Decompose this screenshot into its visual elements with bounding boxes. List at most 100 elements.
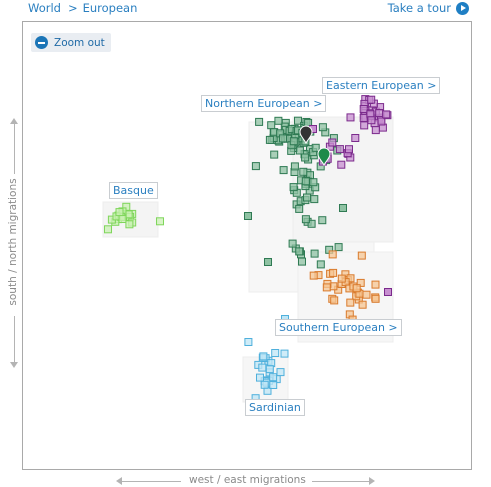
take-a-tour-button[interactable]: Take a tour <box>388 1 469 15</box>
data-point-eastern-european[interactable] <box>359 113 368 122</box>
data-point-sardinian[interactable] <box>260 380 269 389</box>
data-point-northern-european[interactable] <box>279 134 287 143</box>
data-point-eastern-european[interactable] <box>367 116 376 125</box>
data-point-sardinian[interactable] <box>265 365 274 374</box>
data-point-northern-european[interactable] <box>301 215 310 224</box>
data-point-southern-european[interactable] <box>371 280 380 289</box>
data-point-northern-european[interactable] <box>301 177 310 186</box>
data-point-basque[interactable] <box>104 225 112 234</box>
data-point-eastern-european[interactable] <box>345 145 353 154</box>
y-axis-arrow-up-icon <box>10 118 18 124</box>
data-point-basque[interactable] <box>125 220 134 229</box>
data-point-eastern-european[interactable] <box>371 126 380 135</box>
data-point-southern-european[interactable] <box>322 283 331 292</box>
data-point-northern-european[interactable] <box>311 143 320 152</box>
data-point-sardinian[interactable] <box>269 381 278 389</box>
data-point-eastern-european[interactable] <box>351 134 360 142</box>
data-point-northern-european[interactable] <box>289 183 298 192</box>
data-point-eastern-european[interactable] <box>375 109 384 117</box>
data-point-outlier[interactable] <box>384 288 392 296</box>
y-axis-arrow-up-line <box>14 122 15 174</box>
data-point-outlier[interactable] <box>244 212 252 220</box>
data-point-southern-european[interactable] <box>357 251 366 260</box>
data-point-northern-european[interactable] <box>318 216 327 225</box>
breadcrumb-world-link[interactable]: World <box>28 1 61 15</box>
data-point-sardinian[interactable] <box>259 352 268 361</box>
data-point-southern-european[interactable] <box>329 268 338 277</box>
user-marker-green-icon[interactable] <box>317 147 331 167</box>
data-point-sardinian[interactable] <box>256 373 264 382</box>
data-point-northern-european[interactable] <box>295 204 304 213</box>
data-point-southern-european[interactable] <box>362 290 371 299</box>
data-point-southern-european[interactable] <box>346 298 355 307</box>
data-point-outlier[interactable] <box>339 204 347 212</box>
data-point-northern-european[interactable] <box>251 162 260 171</box>
data-point-northern-european[interactable] <box>265 135 274 144</box>
data-point-southern-european[interactable] <box>309 271 318 280</box>
data-point-southern-european[interactable] <box>358 300 367 309</box>
zoom-out-label: Zoom out <box>54 36 105 49</box>
cluster-label-eastern-european[interactable]: Eastern European > <box>322 77 441 94</box>
x-axis-arrow-left-line <box>121 481 181 482</box>
data-point-southern-european[interactable] <box>337 274 346 283</box>
data-point-sardinian[interactable] <box>280 349 289 358</box>
data-point-sardinian[interactable] <box>244 338 253 346</box>
data-point-sardinian[interactable] <box>269 373 278 382</box>
data-point-northern-european[interactable] <box>295 247 304 256</box>
data-point-northern-european[interactable] <box>334 243 343 252</box>
y-axis-label: south / north migrations <box>7 178 19 306</box>
data-point-sardinian[interactable] <box>271 349 280 357</box>
data-point-eastern-european[interactable] <box>367 95 376 104</box>
cluster-label-southern-european[interactable]: Southern European > <box>275 319 402 336</box>
data-point-southern-european[interactable] <box>371 294 380 303</box>
data-point-northern-european[interactable] <box>318 123 327 132</box>
data-point-southern-european[interactable] <box>328 250 337 259</box>
data-point-northern-european[interactable] <box>310 249 319 258</box>
cluster-label-basque[interactable]: Basque <box>109 182 158 199</box>
cluster-label-northern-european[interactable]: Northern European > <box>201 95 327 112</box>
data-point-northern-european[interactable] <box>301 153 310 162</box>
data-point-basque[interactable] <box>156 217 164 226</box>
data-point-eastern-european[interactable] <box>328 138 337 147</box>
data-point-northern-european[interactable] <box>299 167 308 176</box>
minus-circle-icon <box>35 36 48 49</box>
data-point-northern-european[interactable] <box>310 195 319 204</box>
take-a-tour-label: Take a tour <box>387 1 451 15</box>
data-point-eastern-european[interactable] <box>360 121 369 130</box>
data-point-basque[interactable] <box>115 208 124 217</box>
data-point-northern-european[interactable] <box>294 116 302 125</box>
data-point-sardinian[interactable] <box>258 363 267 372</box>
data-point-northern-european[interactable] <box>298 257 306 266</box>
data-point-northern-european[interactable] <box>270 150 279 159</box>
x-axis-arrow-right-icon <box>369 477 375 485</box>
data-point-northern-european[interactable] <box>316 260 325 269</box>
data-point-southern-european[interactable] <box>330 296 339 305</box>
user-marker-dark-icon[interactable] <box>299 125 313 145</box>
data-point-eastern-european[interactable] <box>335 145 344 154</box>
data-point-northern-european[interactable] <box>307 219 316 228</box>
y-axis-arrow-down-icon <box>10 362 18 368</box>
data-point-northern-european[interactable] <box>290 162 299 171</box>
data-point-northern-european[interactable] <box>267 121 276 130</box>
data-point-northern-european[interactable] <box>309 178 318 187</box>
data-point-outlier[interactable] <box>264 258 272 266</box>
data-point-southern-european[interactable] <box>352 284 361 293</box>
breadcrumb-current[interactable]: European <box>82 1 138 15</box>
data-point-northern-european[interactable] <box>289 137 298 146</box>
data-point-basque[interactable] <box>118 215 127 223</box>
data-point-northern-european[interactable] <box>295 146 304 155</box>
data-point-northern-european[interactable] <box>255 117 264 126</box>
data-point-northern-european[interactable] <box>303 193 311 202</box>
data-point-eastern-european[interactable] <box>337 160 346 169</box>
play-circle-icon <box>456 1 469 15</box>
cluster-label-sardinian[interactable]: Sardinian <box>245 399 305 416</box>
data-point-eastern-european[interactable] <box>382 110 391 119</box>
data-point-eastern-european[interactable] <box>359 105 368 113</box>
x-axis-arrow-right-line <box>312 481 370 482</box>
data-point-sardinian[interactable] <box>276 368 285 377</box>
data-point-eastern-european[interactable] <box>346 113 355 122</box>
data-point-northern-european[interactable] <box>274 116 283 125</box>
data-point-northern-european[interactable] <box>288 239 297 248</box>
data-point-northern-european[interactable] <box>279 166 288 175</box>
zoom-out-button[interactable]: Zoom out <box>31 33 111 52</box>
